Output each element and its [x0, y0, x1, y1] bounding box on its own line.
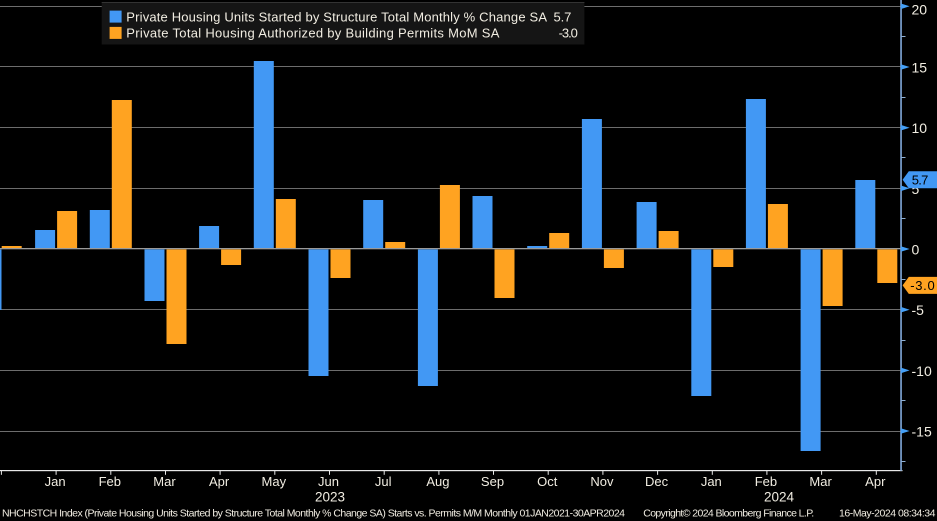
svg-text:Mar: Mar: [809, 474, 832, 489]
svg-text:Copyright© 2024 Bloomberg Fina: Copyright© 2024 Bloomberg Finance L.P.: [643, 508, 814, 520]
svg-text:Feb: Feb: [99, 474, 121, 489]
svg-text:Private Total Housing Authoriz: Private Total Housing Authorized by Buil…: [126, 25, 499, 40]
svg-text:Apr: Apr: [865, 474, 886, 489]
svg-text:5.7: 5.7: [912, 173, 929, 188]
svg-text:-15: -15: [912, 424, 932, 440]
svg-text:5.7: 5.7: [554, 9, 572, 24]
svg-text:Oct: Oct: [537, 474, 558, 489]
svg-text:May: May: [262, 474, 287, 489]
svg-text:-3.0: -3.0: [559, 25, 578, 40]
svg-text:Jun: Jun: [318, 474, 339, 489]
svg-text:Jan: Jan: [701, 474, 722, 489]
svg-text:Apr: Apr: [209, 474, 230, 489]
svg-text:2023: 2023: [315, 490, 345, 505]
svg-text:Nov: Nov: [590, 474, 614, 489]
svg-text:Sep: Sep: [481, 474, 504, 489]
svg-text:Jul: Jul: [375, 474, 392, 489]
svg-text:10: 10: [912, 120, 928, 136]
svg-text:-10: -10: [912, 363, 932, 379]
svg-text:Private Housing Units Started: Private Housing Units Started by Structu…: [126, 9, 547, 24]
svg-text:Jan: Jan: [45, 474, 66, 489]
svg-text:-3.0: -3.0: [910, 278, 935, 293]
svg-text:Aug: Aug: [426, 474, 449, 489]
svg-text:Dec: Dec: [645, 474, 669, 489]
svg-text:15: 15: [912, 60, 928, 76]
svg-text:Mar: Mar: [153, 474, 176, 489]
svg-text:20: 20: [912, 2, 928, 18]
svg-text:-5: -5: [912, 302, 925, 318]
svg-text:5: 5: [912, 181, 920, 197]
svg-text:2024: 2024: [764, 490, 795, 505]
svg-text:Feb: Feb: [755, 474, 777, 489]
svg-text:0: 0: [912, 242, 920, 258]
svg-text:NHCHSTCH Index (Private Housin: NHCHSTCH Index (Private Housing Units St…: [2, 508, 625, 520]
svg-text:16-May-2024 08:34:34: 16-May-2024 08:34:34: [839, 508, 936, 520]
